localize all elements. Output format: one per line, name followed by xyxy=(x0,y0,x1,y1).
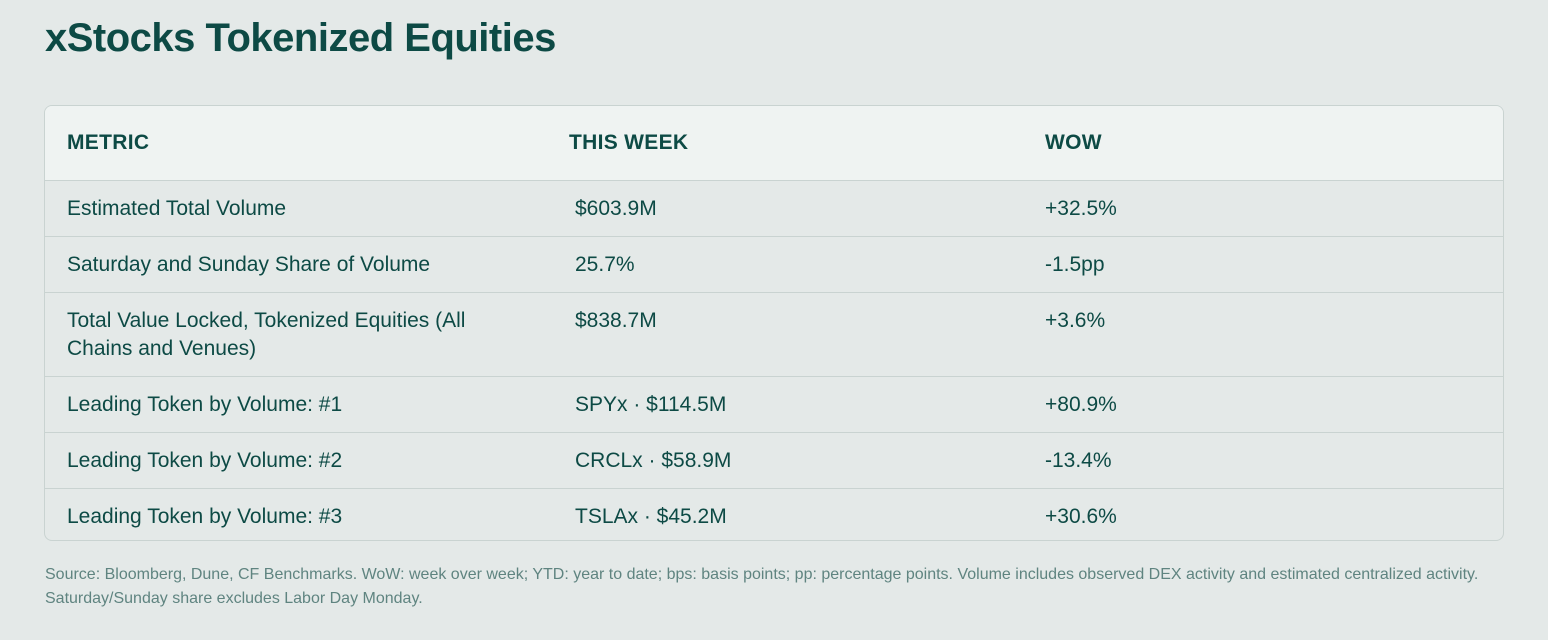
metrics-table: METRIC THIS WEEK WOW Estimated Total Vol… xyxy=(45,106,1503,540)
metrics-table-container: METRIC THIS WEEK WOW Estimated Total Vol… xyxy=(44,105,1504,541)
table-row: Leading Token by Volume: #3 TSLAx · $45.… xyxy=(45,488,1503,540)
wow-cell: -1.5pp xyxy=(1045,252,1105,276)
metric-cell: Total Value Locked, Tokenized Equities (… xyxy=(67,308,466,360)
this-week-cell: SPYx · $114.5M xyxy=(575,392,727,416)
table-row: Leading Token by Volume: #1 SPYx · $114.… xyxy=(45,376,1503,432)
table-row: Leading Token by Volume: #2 CRCLx · $58.… xyxy=(45,432,1503,488)
source-footnote: Source: Bloomberg, Dune, CF Benchmarks. … xyxy=(45,566,1479,607)
column-header-wow: WOW xyxy=(1045,130,1102,154)
this-week-cell: 25.7% xyxy=(575,252,635,276)
wow-cell: +80.9% xyxy=(1045,392,1117,416)
table-row: Saturday and Sunday Share of Volume 25.7… xyxy=(45,236,1503,292)
this-week-cell: CRCLx · $58.9M xyxy=(575,448,732,472)
this-week-cell: $838.7M xyxy=(575,308,657,332)
wow-cell: +32.5% xyxy=(1045,196,1117,220)
table-row: Total Value Locked, Tokenized Equities (… xyxy=(45,292,1503,376)
wow-cell: +30.6% xyxy=(1045,504,1117,528)
this-week-cell: $603.9M xyxy=(575,196,657,220)
metric-cell: Saturday and Sunday Share of Volume xyxy=(67,252,431,276)
this-week-cell: TSLAx · $45.2M xyxy=(575,504,727,528)
table-header-row: METRIC THIS WEEK WOW xyxy=(45,106,1503,180)
table-row: Estimated Total Volume $603.9M +32.5% xyxy=(45,180,1503,236)
column-header-this-week: THIS WEEK xyxy=(569,130,689,154)
wow-cell: +3.6% xyxy=(1045,308,1106,332)
metric-cell: Estimated Total Volume xyxy=(67,196,287,220)
metric-cell: Leading Token by Volume: #2 xyxy=(67,448,343,472)
wow-cell: -13.4% xyxy=(1045,448,1112,472)
column-header-metric: METRIC xyxy=(67,130,150,154)
metric-cell: Leading Token by Volume: #3 xyxy=(67,504,343,528)
metric-cell: Leading Token by Volume: #1 xyxy=(67,392,343,416)
page-title: xStocks Tokenized Equities xyxy=(45,16,556,60)
